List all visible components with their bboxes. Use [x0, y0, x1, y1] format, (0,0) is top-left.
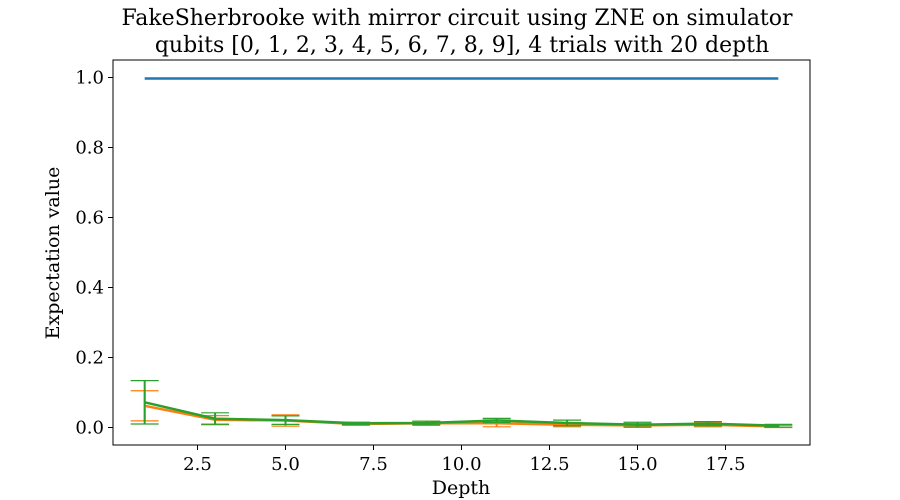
y-tick-label: 0.4	[75, 278, 104, 299]
series-2	[130, 380, 793, 428]
x-tick-label: 15.0	[617, 454, 657, 475]
x-tick-label: 5.0	[271, 454, 300, 475]
x-tick-label: 2.5	[183, 454, 212, 475]
chart-title-line-1: FakeSherbrooke with mirror circuit using…	[121, 6, 793, 31]
y-axis-label: Expectation value	[42, 167, 64, 340]
x-tick-label: 10.0	[441, 454, 481, 475]
y-tick-label: 0.0	[75, 418, 104, 439]
y-tick-label: 0.6	[75, 208, 104, 229]
x-axis-label: Depth	[432, 477, 491, 499]
y-axis-ticks: 0.0 0.2 0.4 0.6 0.8 1.0	[75, 68, 113, 439]
plot-frame	[112, 59, 811, 446]
x-axis-ticks: 2.5 5.0 7.5 10.0 12.5 15.0 17.5	[183, 445, 746, 475]
plot-area	[130, 77, 793, 429]
y-tick-label: 0.2	[75, 348, 104, 369]
chart-title-line-2: qubits [0, 1, 2, 3, 4, 5, 6, 7, 8, 9], 4…	[155, 33, 769, 58]
x-tick-label: 12.5	[529, 454, 569, 475]
y-tick-label: 1.0	[75, 68, 104, 89]
x-tick-label: 17.5	[705, 454, 745, 475]
y-tick-label: 0.8	[75, 138, 104, 159]
series-line	[144, 401, 779, 427]
x-tick-label: 7.5	[359, 454, 388, 475]
